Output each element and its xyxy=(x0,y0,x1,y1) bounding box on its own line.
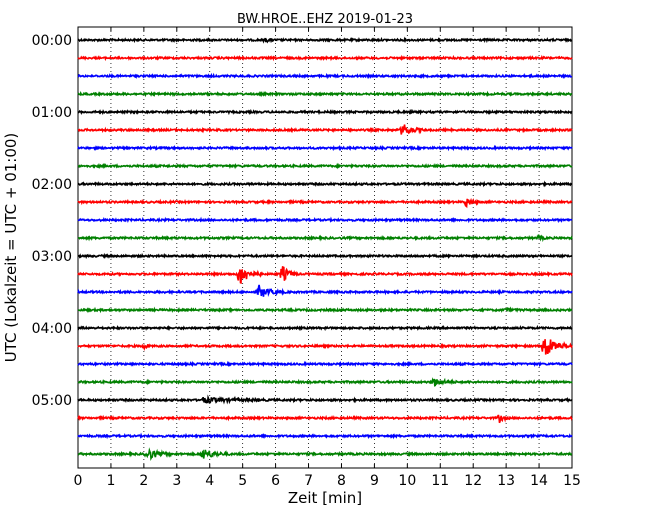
trace-0315 xyxy=(77,266,573,285)
x-tick-label: 0 xyxy=(74,473,83,489)
x-tick-label: 9 xyxy=(370,473,379,489)
trace-0230 xyxy=(77,216,573,224)
x-tick-label: 8 xyxy=(337,473,346,489)
trace-0030 xyxy=(77,72,573,80)
y-axis-label: UTC (Lokalzeit = UTC + 01:00) xyxy=(2,133,20,363)
trace-0115 xyxy=(77,124,573,135)
traces xyxy=(77,36,573,461)
trace-0330 xyxy=(77,284,573,297)
x-tick-label: 2 xyxy=(139,473,148,489)
x-tick-label: 5 xyxy=(238,473,247,489)
x-tick-label: 12 xyxy=(464,473,482,489)
trace-0100 xyxy=(77,108,573,116)
x-tick-label: 6 xyxy=(271,473,280,489)
trace-0445 xyxy=(77,377,573,387)
x-tick-label: 10 xyxy=(398,473,416,489)
trace-0130 xyxy=(77,144,573,152)
y-axis-ticks: 00:00 01:00 02:00 03:00 04:00 05:00 xyxy=(32,33,572,409)
x-tick-label: 11 xyxy=(431,473,449,489)
trace-0145 xyxy=(77,162,573,170)
x-tick-label: 7 xyxy=(304,473,313,489)
trace-0045 xyxy=(77,90,573,98)
x-tick-label: 15 xyxy=(563,473,581,489)
x-axis-ticks: 0 1 2 3 4 5 6 7 8 9 10 11 12 13 14 15 xyxy=(74,27,581,489)
x-axis-label: Zeit [min] xyxy=(288,489,362,507)
trace-0200 xyxy=(77,180,573,188)
y-tick-label: 02:00 xyxy=(32,177,72,193)
y-tick-label: 01:00 xyxy=(32,105,72,121)
trace-0515 xyxy=(77,414,573,424)
trace-0345 xyxy=(78,306,573,314)
trace-0215 xyxy=(77,197,573,209)
y-tick-label: 04:00 xyxy=(32,321,72,337)
trace-0015 xyxy=(77,54,573,62)
trace-0245 xyxy=(77,234,573,243)
trace-0300 xyxy=(77,252,573,260)
trace-0400 xyxy=(77,324,573,332)
x-tick-label: 13 xyxy=(497,473,515,489)
trace-0545 xyxy=(77,447,573,461)
chart-title: BW.HROE..EHZ 2019-01-23 xyxy=(237,12,413,27)
trace-0430 xyxy=(77,360,573,368)
x-tick-label: 14 xyxy=(530,473,548,489)
x-tick-label: 3 xyxy=(172,473,181,489)
y-tick-label: 03:00 xyxy=(32,249,72,265)
trace-0530 xyxy=(77,432,573,440)
y-tick-label: 05:00 xyxy=(32,393,72,409)
y-tick-label: 00:00 xyxy=(32,33,72,49)
x-tick-label: 1 xyxy=(106,473,115,489)
plot-area xyxy=(77,26,573,469)
x-tick-label: 4 xyxy=(205,473,214,489)
grid xyxy=(110,27,540,468)
trace-0415 xyxy=(77,339,573,355)
trace-0000 xyxy=(77,36,573,44)
trace-0500 xyxy=(77,394,573,405)
